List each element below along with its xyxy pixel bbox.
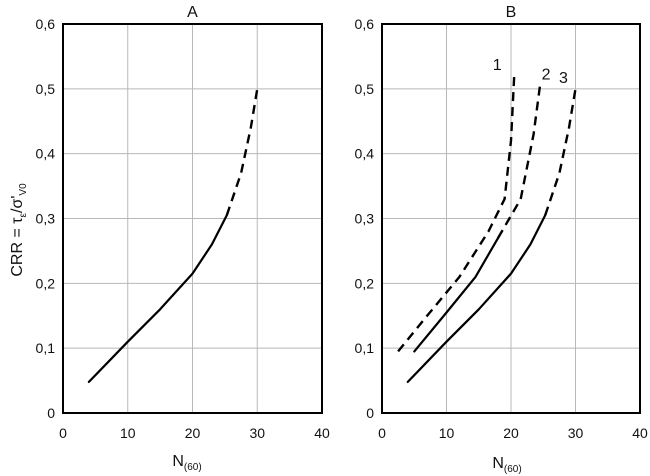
panel-b: 0 10 20 30 40 0 0,1 0,2 0,3 0,4 0,5 0,6 1 2 3 B <box>355 4 648 441</box>
y-tick-label: 0,2 <box>355 275 375 291</box>
y-tick-label: 0,5 <box>36 81 56 97</box>
panel-a: 0 10 20 30 40 0 0,1 0,2 0,3 0,4 0,5 0,6 A <box>36 4 330 441</box>
y-tick-label: 0,3 <box>36 211 56 227</box>
x-axis-label-a: N(60) <box>172 453 201 473</box>
y-tick-label: 0 <box>366 405 374 421</box>
y-tick-label: 0,6 <box>355 16 375 32</box>
x-tick-label: 30 <box>249 425 265 441</box>
series-dashed-line <box>225 88 259 216</box>
x-tick-label: 40 <box>632 425 648 441</box>
y-tick-label: 0,1 <box>36 340 56 356</box>
x-tick-label: 20 <box>503 425 519 441</box>
x-tick-label: 30 <box>568 425 584 441</box>
plot-frame <box>62 23 323 414</box>
plot-frame <box>381 23 641 414</box>
y-tick-label: 0,3 <box>355 211 375 227</box>
x-tick-label: 0 <box>378 425 386 441</box>
series-dashed-line <box>544 88 577 216</box>
panel-title: B <box>506 4 517 21</box>
y-tick-label: 0,1 <box>355 340 375 356</box>
series-solid-line <box>406 214 547 383</box>
panel-title: A <box>187 4 198 21</box>
x-tick-label: 0 <box>59 425 67 441</box>
x-tick-label: 10 <box>439 425 455 441</box>
curve-label: 2 <box>542 67 551 84</box>
y-tick-label: 0,4 <box>36 146 56 162</box>
x-tick-label: 20 <box>185 425 201 441</box>
curve-label: 3 <box>559 70 568 87</box>
curve-label: 1 <box>493 57 502 74</box>
y-tick-label: 0,4 <box>355 146 375 162</box>
x-tick-label: 40 <box>314 425 330 441</box>
y-tick-label: 0,5 <box>355 81 375 97</box>
y-tick-label: 0,2 <box>36 275 56 291</box>
x-tick-label: 10 <box>120 425 136 441</box>
x-axis-label-b: N(60) <box>492 455 521 475</box>
y-axis-label: CRR = τε/σ'V0 <box>9 183 29 277</box>
series-dashed-line <box>397 75 516 353</box>
series-solid-line <box>87 214 228 383</box>
y-tick-label: 0 <box>47 405 55 421</box>
series-dashed-line <box>497 85 542 239</box>
y-tick-label: 0,6 <box>36 16 56 32</box>
series-solid-line <box>413 236 500 353</box>
